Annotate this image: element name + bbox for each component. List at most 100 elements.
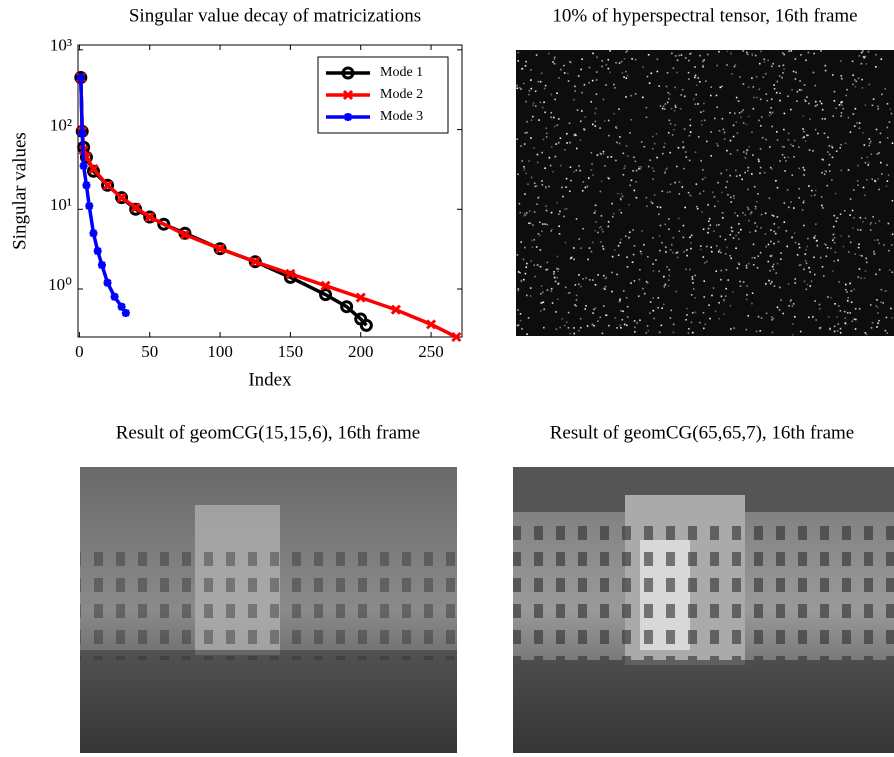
noise-dot [723,313,725,316]
noise-dot [557,283,559,285]
noise-dot [623,58,626,60]
noise-dot [689,236,691,239]
noise-dot [833,241,836,244]
noise-dot [568,122,571,125]
noise-dot [553,62,556,65]
noise-dot [721,85,723,88]
noise-dot [848,235,850,238]
legend-label: Mode 3 [380,109,423,124]
noise-dot [833,260,836,262]
noise-dot [814,84,817,87]
noise-dot [826,151,829,153]
noise-dot [557,118,560,120]
noise-dot [545,187,547,189]
noise-dot [738,263,741,265]
noise-dot [723,299,725,302]
noise-dot [626,316,629,318]
noise-dot [873,250,875,253]
noise-dot [585,277,588,279]
noise-dot [733,327,736,329]
noise-dot [542,138,545,141]
noise-dot [619,197,622,200]
noise-dot [791,174,794,176]
noise-dot [718,129,721,132]
noise-dot [770,113,772,115]
noise-dot [747,115,750,118]
noise-dot [729,304,732,307]
noise-dot [839,60,842,62]
noise-dot [775,91,778,94]
noise-dot [623,323,626,326]
noise-dot [697,136,700,138]
noise-dot [653,170,655,173]
noise-dot [758,88,761,91]
noise-dot [790,201,792,203]
noise-dot [620,238,622,241]
noise-dot [757,158,760,161]
noise-dot [888,269,891,271]
noise-dot [594,283,597,286]
noise-dot [525,100,527,103]
x-tick-label: 100 [207,342,233,361]
noise-dot [656,70,659,73]
noise-dot [525,212,528,214]
noise-dot [783,202,786,204]
noise-dot [831,74,834,76]
noise-dot [661,307,663,310]
noise-dot [580,285,582,288]
noise-dot [736,132,739,134]
noise-dot [888,249,890,252]
marker [103,278,112,287]
noise-dot [858,268,861,270]
noise-dot [726,246,728,249]
noise-dot [857,246,860,249]
noise-dot [652,237,654,239]
noise-dot [702,64,704,67]
series [76,73,130,318]
noise-dot [678,181,681,183]
noise-dot [596,154,599,156]
noise-dot [885,185,888,187]
noise-dot [891,317,894,319]
noise-dot [825,243,827,246]
noise-dot [592,52,594,55]
noise-dot [652,178,654,180]
noise-dot [545,132,548,135]
noise-dot [835,220,838,223]
noise-dot [601,245,604,248]
noise-dot [829,170,831,172]
noise-dot [876,153,879,155]
noise-dot [725,169,728,171]
noise-dot [877,239,879,241]
noise-dot [591,323,594,326]
noise-dot [530,119,533,121]
noise-dot [752,107,755,110]
noise-dot [865,261,868,264]
noise-dot [824,118,826,120]
noise-dot [791,88,793,91]
noise-dot [828,163,831,166]
noise-dot [747,262,750,265]
noise-dot [530,87,533,90]
noise-dot [638,167,640,170]
noise-dot [798,167,801,170]
noise-dot [822,158,824,161]
noise-dot [686,254,688,257]
noise-dot [833,214,836,217]
noise-dot [859,229,862,231]
noise-dot [658,213,660,215]
noise-dot [588,66,591,69]
y-tick-label: 10⁰ [48,275,72,294]
noise-dot [703,296,706,298]
noise-dot [641,230,643,232]
noise-dot [878,268,881,271]
noise-dot [526,262,528,265]
noise-dot [825,255,828,258]
noise-dot [798,89,801,91]
noise-dot [807,237,809,240]
noise-dot [584,308,587,310]
noise-dot [784,170,786,172]
noise-dot [767,59,769,62]
noise-dot [602,248,605,250]
noise-dot [565,177,568,180]
